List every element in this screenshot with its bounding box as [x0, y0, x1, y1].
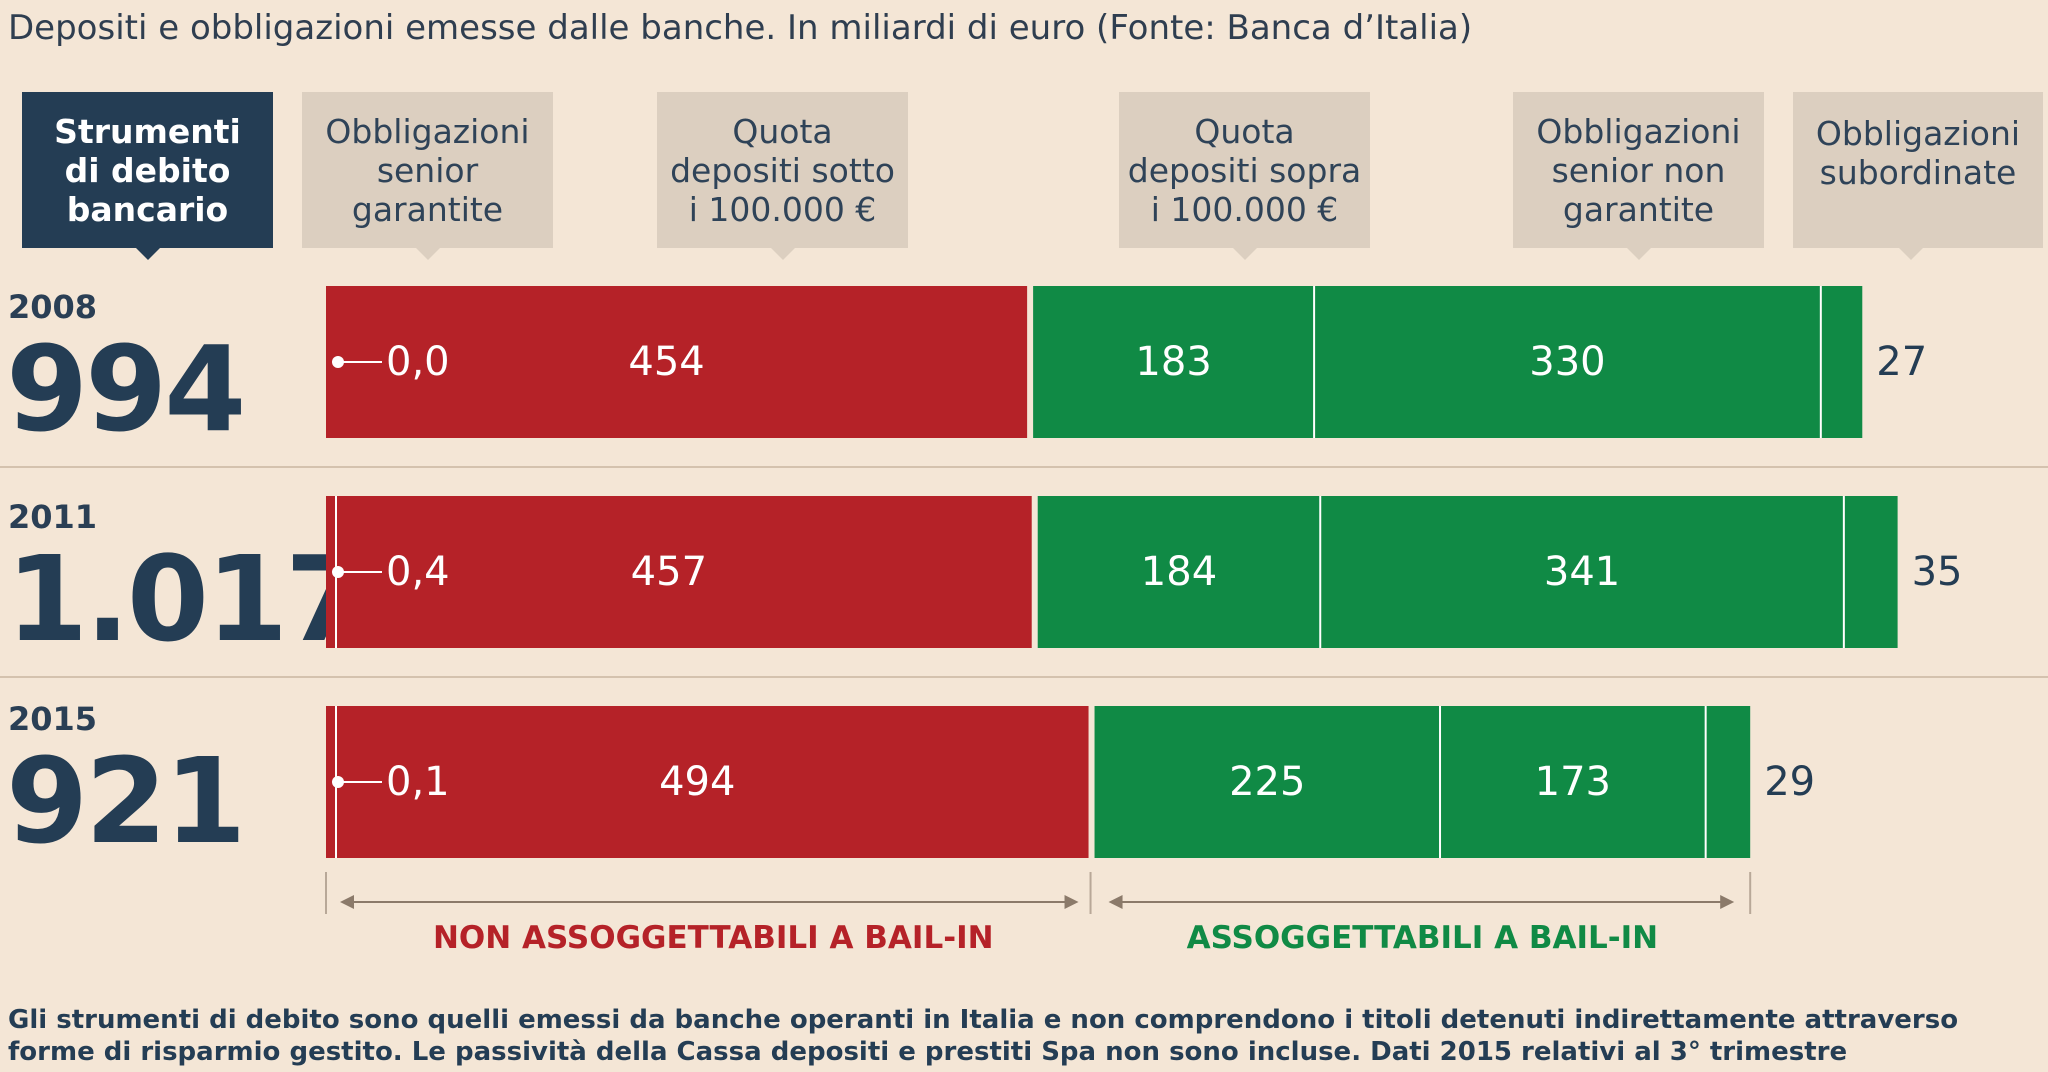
arrow-bailin-head-right: [1720, 895, 1735, 909]
value-label-subordinated-2015: 29: [1764, 759, 1815, 805]
row-separator: [0, 466, 2048, 468]
value-label-senior-secured-2008: 0,0: [386, 339, 450, 385]
bar-subordinated-2011: [1844, 496, 1898, 648]
arrow-bailin-head-left: [1108, 895, 1123, 909]
value-label-senior-unsecured-2015: 173: [1535, 759, 1611, 805]
header-subordinated: Obbligazioni subordinate: [1793, 92, 2043, 260]
value-label-deposits-over-2011: 184: [1141, 549, 1217, 595]
bar-subordinated-2008: [1821, 286, 1863, 438]
row-year-2015: 2015: [8, 700, 98, 738]
row-year-2011: 2011: [8, 498, 98, 536]
header-senior-secured: Obbligazioni senior garantite: [302, 92, 553, 260]
header-deposits-under-label: Quota depositi sotto i 100.000 €: [670, 111, 895, 229]
bar-deposits-under-2015: [328, 706, 1089, 858]
arrow-not-bailin-head-right: [1064, 895, 1079, 909]
header-senior-unsecured-label: Obbligazioni senior non garantite: [1536, 111, 1741, 229]
value-label-subordinated-2008: 27: [1876, 339, 1927, 385]
group-label-bailin: ASSOGGETTABILI A BAIL-IN: [1187, 920, 1659, 956]
header-senior-unsecured: Obbligazioni senior non garantite: [1513, 92, 1764, 260]
header-subordinated-label: Obbligazioni subordinate: [1815, 114, 2021, 192]
header-senior-secured-label: Obbligazioni senior garantite: [325, 111, 530, 229]
value-label-deposits-over-2008: 183: [1135, 339, 1211, 385]
bar-subordinated-2015: [1706, 706, 1751, 858]
chart-title: Depositi e obbligazioni emesse dalle ban…: [8, 8, 1473, 48]
row-total-2011: 1.017: [6, 530, 367, 668]
value-label-senior-secured-2015: 0,1: [386, 759, 450, 805]
value-label-deposits-under-2011: 457: [631, 549, 707, 595]
stacked-bar-chart: 0,0 454 183 330 27 0,4 457 184 341 35 0,1 494 225 173…: [325, 286, 1963, 956]
bar-deposits-over-2015: [1094, 706, 1441, 858]
row-year-2008: 2008: [8, 288, 98, 326]
arrow-not-bailin-head-left: [340, 895, 354, 909]
bar-deposits-under-2011: [328, 496, 1032, 648]
value-label-senior-secured-2011: 0,4: [386, 549, 450, 595]
value-label-deposits-under-2008: 454: [628, 339, 704, 385]
header-instrument: Strumenti di debito bancario: [22, 92, 273, 260]
bar-senior-unsecured-2015: [1441, 706, 1706, 858]
bar-senior-unsecured-2008: [1315, 286, 1821, 438]
header-instrument-label: Strumenti di debito bancario: [54, 111, 241, 229]
header-deposits-over-label: Quota depositi sopra i 100.000 €: [1127, 111, 1362, 229]
bar-senior-unsecured-2011: [1321, 496, 1844, 648]
value-label-senior-unsecured-2008: 330: [1529, 339, 1605, 385]
group-label-not-bailin: NON ASSOGGETTABILI A BAIL-IN: [433, 920, 994, 956]
bar-deposits-under-2008: [328, 286, 1028, 438]
footnote: Gli strumenti di debito sono quelli emes…: [8, 1005, 1959, 1067]
value-label-deposits-under-2015: 494: [659, 759, 735, 805]
row-total-2008: 994: [6, 320, 246, 458]
header-deposits-over: Quota depositi sopra i 100.000 €: [1119, 92, 1370, 260]
value-label-deposits-over-2015: 225: [1229, 759, 1305, 805]
row-total-2015: 921: [6, 732, 246, 870]
bar-deposits-over-2011: [1037, 496, 1321, 648]
header-deposits-under: Quota depositi sotto i 100.000 €: [657, 92, 908, 260]
value-label-senior-unsecured-2011: 341: [1544, 549, 1620, 595]
value-label-subordinated-2011: 35: [1912, 549, 1963, 595]
bar-deposits-over-2008: [1033, 286, 1315, 438]
row-separator: [0, 676, 2048, 678]
